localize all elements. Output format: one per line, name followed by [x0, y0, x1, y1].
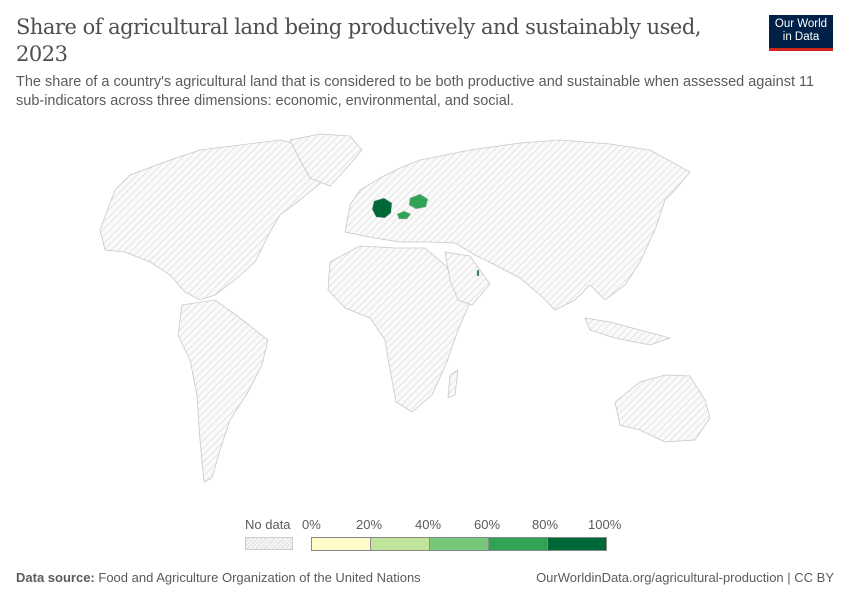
chart-title: Share of agricultural land being product…	[16, 15, 701, 66]
legend-bin-swatch	[370, 537, 430, 551]
greenland[interactable]	[289, 133, 363, 187]
legend-bin-swatch	[488, 537, 548, 551]
legend-tick: 40%	[415, 517, 442, 532]
legend-tick: 0%	[302, 517, 321, 532]
australia[interactable]	[614, 374, 711, 443]
country-belarus[interactable]	[408, 193, 429, 210]
owid-logo[interactable]: Our World in Data	[769, 15, 833, 51]
legend-bin-swatch	[429, 537, 489, 551]
arabia[interactable]	[444, 251, 491, 306]
legend-bin-swatch	[547, 537, 607, 551]
legend-no-data-swatch	[245, 537, 293, 550]
madagascar[interactable]	[447, 369, 459, 399]
legend-tick: 20%	[356, 517, 383, 532]
country-qatar[interactable]	[476, 269, 480, 277]
north-america[interactable]	[99, 139, 331, 301]
country-germany[interactable]	[371, 197, 393, 219]
source-label: Data source:	[16, 570, 95, 585]
legend-tick: 80%	[532, 517, 559, 532]
legend-bin-swatch	[311, 537, 371, 551]
source-url[interactable]: OurWorldinData.org/agricultural-producti…	[536, 570, 834, 585]
africa[interactable]	[327, 245, 473, 413]
south-america[interactable]	[177, 299, 269, 483]
source-text: Food and Agriculture Organization of the…	[98, 570, 421, 585]
indonesia[interactable]	[584, 317, 672, 346]
eurasia[interactable]	[344, 139, 691, 311]
legend-no-data-label: No data	[245, 517, 291, 532]
country-hungary[interactable]	[396, 210, 412, 220]
data-source: Data source: Food and Agriculture Organi…	[16, 570, 421, 585]
legend-tick: 60%	[474, 517, 501, 532]
legend-tick: 100%	[588, 517, 622, 532]
chart-subtitle: The share of a country's agricultural la…	[16, 74, 815, 109]
